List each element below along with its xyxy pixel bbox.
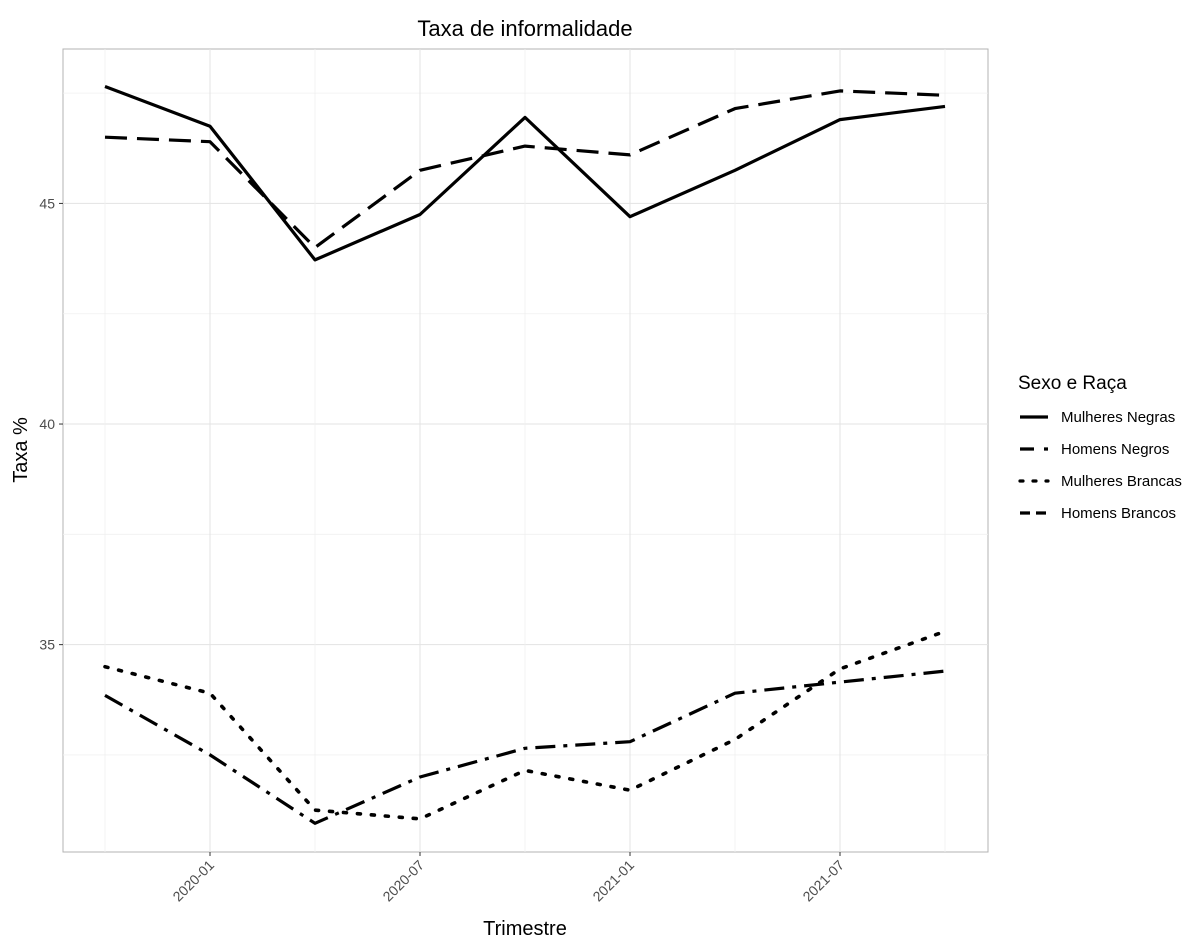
legend-label: Mulheres Negras — [1061, 409, 1175, 426]
plot-panel — [62, 48, 989, 853]
series-line-mulheres-negras — [104, 85, 946, 262]
grid-lines — [63, 49, 988, 852]
x-axis-ticks: 2020-01 2020-07 2021-01 2021-07 — [169, 852, 847, 904]
series-lines — [103, 85, 947, 825]
series-line-homens-brancos — [104, 669, 946, 825]
x-tick-label: 2021-07 — [799, 857, 847, 905]
y-axis-ticks: 35 40 45 — [39, 195, 63, 653]
legend: Sexo e Raça Mulheres Negras Homens Negros… — [1018, 373, 1182, 522]
legend-label: Homens Negros — [1061, 441, 1169, 458]
chart-title: Taxa de informalidade — [417, 16, 632, 41]
y-axis-title: Taxa % — [10, 417, 32, 483]
y-tick-label: 45 — [39, 195, 55, 211]
x-axis-title: Trimestre — [483, 918, 567, 938]
legend-label: Mulheres Brancas — [1061, 473, 1182, 490]
y-tick-label: 35 — [39, 637, 55, 653]
x-tick-label: 2020-07 — [379, 857, 427, 905]
x-tick-label: 2020-01 — [169, 857, 217, 905]
y-tick-label: 40 — [39, 416, 55, 432]
legend-label: Homens Brancos — [1061, 505, 1176, 522]
x-tick-label: 2021-01 — [589, 857, 637, 905]
legend-title: Sexo e Raça — [1018, 373, 1127, 394]
series-line-homens-negros — [104, 89, 946, 250]
